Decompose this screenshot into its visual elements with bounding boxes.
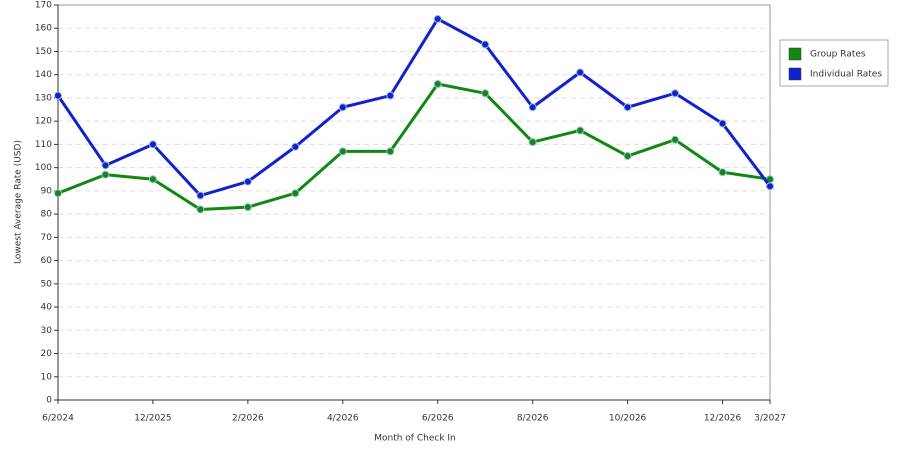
data-point [291, 142, 300, 151]
y-tick-label: 130 [35, 93, 52, 103]
x-tick-label: 6/2026 [422, 414, 454, 424]
y-tick-label: 160 [35, 24, 52, 34]
data-point [101, 170, 110, 179]
data-point [291, 189, 300, 198]
y-tick-label: 20 [41, 349, 53, 359]
y-tick-label: 70 [41, 233, 53, 243]
x-tick-label: 12/2026 [704, 414, 742, 424]
series-line [56, 17, 772, 198]
data-point [671, 135, 680, 144]
data-point [386, 147, 395, 156]
data-point [766, 182, 774, 191]
x-tick-label: 4/2026 [327, 414, 359, 424]
legend-swatch [788, 67, 802, 81]
y-tick-label: 60 [41, 256, 53, 266]
data-point [623, 152, 632, 161]
data-point [196, 205, 205, 214]
y-tick-label: 80 [41, 210, 53, 220]
x-tick-label: 10/2026 [609, 414, 647, 424]
x-tick-label: 3/2027 [754, 414, 786, 424]
y-tick-label: 0 [46, 396, 52, 406]
data-point [671, 89, 680, 98]
y-tick-label: 40 [41, 303, 53, 313]
data-point [54, 189, 62, 198]
y-tick-label: 140 [35, 70, 52, 80]
data-point [148, 175, 157, 184]
x-tick-label: 6/2024 [42, 414, 74, 424]
data-point [433, 14, 442, 23]
data-point [148, 140, 157, 149]
data-point [243, 177, 252, 186]
y-tick-label: 120 [35, 117, 52, 127]
x-tick-label: 8/2026 [517, 414, 549, 424]
y-tick-label: 150 [35, 47, 52, 57]
x-tick-label: 12/2025 [134, 414, 171, 424]
y-tick-label: 30 [41, 326, 53, 336]
y-axis-label: Lowest Average Rate (USD) [14, 140, 24, 264]
data-point [338, 147, 347, 156]
data-point [528, 103, 537, 112]
data-point [576, 68, 585, 77]
y-tick-label: 90 [41, 186, 53, 196]
legend-label: Group Rates [810, 50, 866, 60]
data-point [386, 91, 395, 100]
data-point [576, 126, 585, 135]
y-tick-label: 50 [41, 279, 53, 289]
data-point [718, 119, 727, 128]
data-point [54, 91, 62, 100]
legend-swatch [788, 47, 802, 61]
data-point [481, 40, 490, 49]
y-tick-label: 100 [35, 163, 52, 173]
legend-label: Individual Rates [810, 70, 882, 80]
y-tick-label: 170 [35, 1, 52, 11]
data-point [481, 89, 490, 98]
y-tick-label: 110 [35, 140, 52, 150]
data-point [528, 138, 537, 147]
plot-area [57, 4, 771, 401]
x-axis-label: Month of Check In [374, 434, 456, 444]
y-tick-label: 10 [41, 372, 53, 382]
data-point [243, 203, 252, 212]
series-line [57, 82, 771, 211]
data-point [101, 161, 110, 170]
data-point [623, 103, 632, 112]
data-point [338, 103, 347, 112]
data-point [196, 191, 205, 200]
x-tick-label: 2/2026 [232, 414, 264, 424]
data-point [433, 80, 442, 88]
data-point [718, 168, 727, 177]
